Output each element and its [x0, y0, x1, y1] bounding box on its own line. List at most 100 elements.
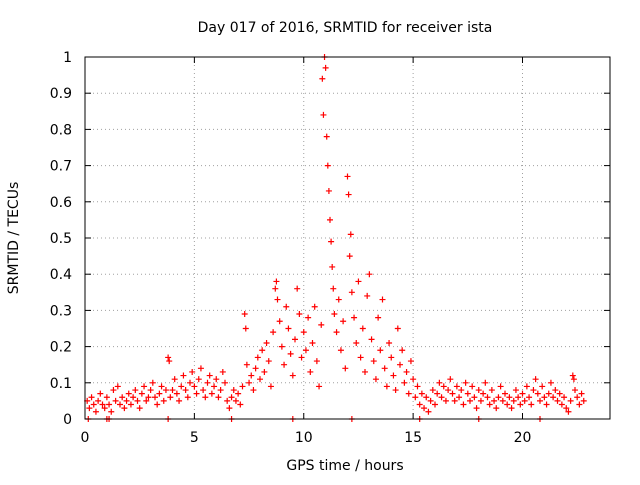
data-point: [95, 397, 102, 404]
y-tick-label: 0.9: [50, 86, 72, 102]
data-point: [246, 379, 253, 386]
data-point: [147, 387, 154, 394]
data-point: [187, 379, 193, 386]
data-point: [283, 303, 290, 310]
data-point: [453, 383, 460, 390]
data-point: [574, 394, 581, 401]
data-point: [362, 368, 368, 375]
data-point: [273, 278, 280, 285]
data-point: [569, 372, 576, 379]
data-point: [318, 321, 325, 328]
data-point: [121, 405, 128, 412]
data-point: [493, 405, 500, 412]
data-point: [97, 390, 104, 397]
data-point: [217, 387, 224, 394]
data-point: [239, 383, 246, 390]
y-tick-label: 0.2: [50, 340, 72, 356]
data-point: [278, 343, 285, 350]
data-point: [423, 394, 430, 401]
data-point: [265, 358, 272, 365]
data-point: [412, 394, 419, 401]
data-point: [173, 390, 180, 397]
data-point: [563, 405, 570, 412]
data-point: [351, 314, 358, 321]
data-point: [204, 379, 211, 386]
data-point: [442, 397, 449, 404]
data-point: [208, 390, 215, 397]
data-point: [263, 339, 270, 346]
data-point: [219, 368, 226, 375]
data-point: [552, 387, 559, 394]
data-point: [141, 383, 148, 390]
data-point: [345, 191, 352, 198]
data-point: [445, 387, 452, 394]
data-point: [570, 376, 577, 383]
data-point: [325, 187, 332, 194]
data-point: [160, 397, 167, 404]
data-point: [508, 405, 515, 412]
data-point: [197, 365, 204, 372]
data-point: [407, 358, 414, 365]
data-point: [112, 397, 119, 404]
data-point: [578, 390, 585, 397]
data-point: [211, 383, 218, 390]
data-point: [416, 401, 423, 408]
data-point: [399, 347, 406, 354]
data-point: [169, 387, 176, 394]
data-point: [123, 397, 130, 404]
data-point: [202, 394, 209, 401]
data-point: [491, 397, 498, 404]
data-point: [519, 390, 526, 397]
data-point: [88, 394, 95, 401]
data-point: [162, 387, 169, 394]
data-point: [397, 361, 403, 368]
data-point: [510, 397, 517, 404]
data-point: [436, 379, 443, 386]
data-point: [565, 408, 572, 415]
data-point: [136, 405, 143, 412]
data-point: [307, 368, 314, 375]
data-point: [143, 397, 150, 404]
data-point: [543, 401, 550, 408]
data-point: [523, 383, 530, 390]
data-point: [576, 401, 583, 408]
data-point: [342, 365, 349, 372]
data-point: [322, 64, 329, 71]
data-point: [86, 405, 93, 412]
data-point: [460, 401, 467, 408]
data-point: [281, 361, 288, 368]
data-point: [405, 390, 412, 397]
data-point: [274, 296, 281, 303]
marker-layer: [84, 54, 587, 422]
data-point: [467, 397, 473, 404]
data-point: [484, 394, 491, 401]
data-point: [324, 162, 331, 169]
data-point: [145, 394, 152, 401]
data-point: [90, 401, 97, 408]
data-point: [381, 365, 388, 372]
data-point: [200, 387, 207, 394]
x-tick-label: 20: [514, 430, 532, 446]
data-point: [504, 401, 511, 408]
data-point: [330, 285, 337, 292]
data-point: [154, 401, 161, 408]
data-point: [119, 394, 126, 401]
data-point: [132, 387, 139, 394]
data-point: [156, 390, 163, 397]
data-point: [370, 358, 377, 365]
data-point: [383, 383, 390, 390]
data-point: [230, 387, 237, 394]
data-point: [298, 354, 305, 361]
data-point: [366, 271, 373, 278]
data-point: [101, 405, 108, 412]
data-point: [432, 401, 438, 408]
data-point: [215, 394, 222, 401]
data-point: [554, 397, 561, 404]
data-point: [337, 347, 344, 354]
data-point: [305, 314, 312, 321]
data-point: [257, 376, 263, 383]
data-point: [309, 339, 316, 346]
data-point: [556, 390, 563, 397]
data-point: [252, 365, 259, 372]
data-point: [545, 390, 552, 397]
